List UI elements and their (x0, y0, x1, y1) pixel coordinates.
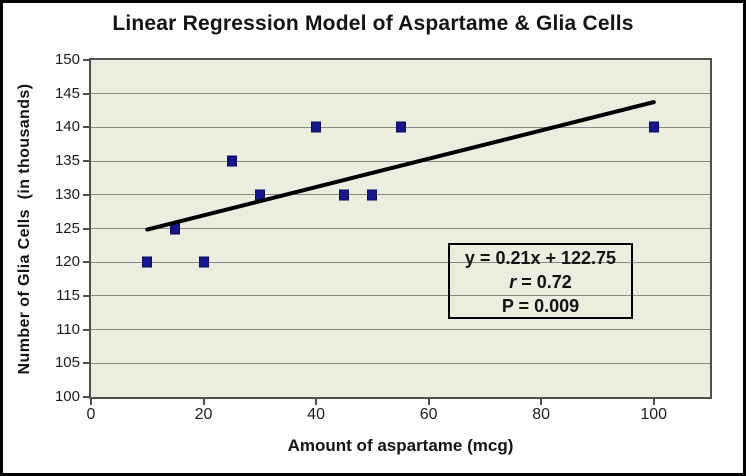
regression-stats-box: y = 0.21x + 122.75 r = 0.72 P = 0.009 (448, 243, 633, 319)
r-symbol: r (509, 272, 517, 292)
data-point (367, 189, 378, 201)
y-tick-label-105: 105 (54, 354, 80, 372)
x-axis-title: Amount of aspartame (mcg) (287, 436, 514, 455)
p-value: P = 0.009 (501, 296, 580, 316)
y-tick-label-110: 110 (56, 320, 80, 338)
x-tick-100 (652, 399, 655, 405)
x-tick-label-20: 20 (194, 406, 213, 423)
gridline-y-105 (91, 362, 710, 364)
x-tick-label-60: 60 (419, 406, 438, 423)
y-tick-label-100: 100 (54, 388, 80, 405)
data-point (198, 256, 209, 268)
y-tick-110 (83, 328, 89, 331)
y-tick-120 (83, 261, 89, 264)
x-tick-80 (540, 399, 543, 405)
y-tick-label-135: 135 (54, 152, 80, 170)
y-tick-label-140: 140 (54, 118, 80, 136)
x-tick-40 (315, 399, 318, 405)
data-point (226, 155, 237, 167)
chart-title: Linear Regression Model of Aspartame & G… (112, 12, 634, 35)
x-tick-20 (202, 399, 205, 405)
x-tick-label-0: 0 (86, 406, 96, 423)
r-value: = 0.72 (516, 272, 572, 292)
data-point (339, 189, 350, 201)
gridline-y-125 (91, 228, 710, 229)
y-tick-label-150: 150 (54, 51, 80, 68)
data-point (395, 121, 406, 133)
data-point (311, 121, 322, 133)
y-tick-100 (83, 396, 89, 398)
plot-area (89, 58, 712, 399)
x-tick-label-40: 40 (307, 406, 325, 423)
y-tick-130 (83, 193, 89, 196)
gridline-y-130 (91, 194, 710, 196)
gridline-y-110 (91, 329, 710, 331)
gridline-y-135 (91, 160, 710, 162)
y-tick-label-125: 125 (54, 219, 80, 237)
y-tick-105 (83, 362, 89, 365)
y-tick-115 (83, 294, 89, 297)
y-tick-140 (83, 126, 89, 129)
x-tick-0 (90, 399, 92, 405)
y-tick-145 (83, 92, 89, 95)
y-tick-label-145: 145 (54, 84, 80, 102)
y-axis-title: Number of Glia Cells (in thousands) (16, 83, 33, 375)
y-tick-125 (83, 227, 89, 230)
y-tick-label-120: 120 (54, 253, 80, 271)
gridline-y-120 (91, 261, 710, 263)
correlation-coefficient: r = 0.72 (450, 270, 631, 294)
y-tick-label-115: 115 (56, 286, 80, 304)
x-tick-label-80: 80 (532, 406, 551, 423)
x-tick-60 (427, 399, 430, 405)
y-tick-label-130: 130 (54, 185, 80, 203)
y-tick-150 (83, 59, 89, 61)
regression-equation: y = 0.21x + 122.75 (464, 248, 617, 268)
gridline-y-145 (91, 93, 710, 95)
x-tick-label-100: 100 (640, 406, 668, 423)
data-point (170, 223, 181, 234)
data-point (142, 256, 153, 268)
y-tick-135 (83, 160, 89, 163)
data-point (648, 121, 659, 133)
gridline-y-115 (91, 295, 710, 297)
data-point (254, 189, 265, 201)
